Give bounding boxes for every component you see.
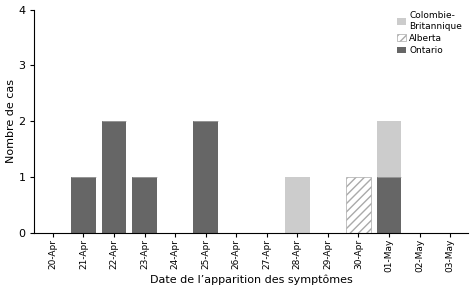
- Bar: [285, 177, 310, 233]
- Legend: Colombie-
Britannique, Alberta, Ontario: Colombie- Britannique, Alberta, Ontario: [395, 10, 464, 57]
- Bar: [102, 121, 126, 233]
- Bar: [193, 121, 218, 233]
- Bar: [132, 177, 157, 233]
- X-axis label: Date de l’apparition des symptômes: Date de l’apparition des symptômes: [150, 275, 353, 285]
- Bar: [346, 177, 371, 233]
- Bar: [71, 177, 96, 233]
- Bar: [377, 177, 401, 233]
- Bar: [377, 121, 401, 177]
- Y-axis label: Nombre de cas: Nombre de cas: [6, 79, 16, 163]
